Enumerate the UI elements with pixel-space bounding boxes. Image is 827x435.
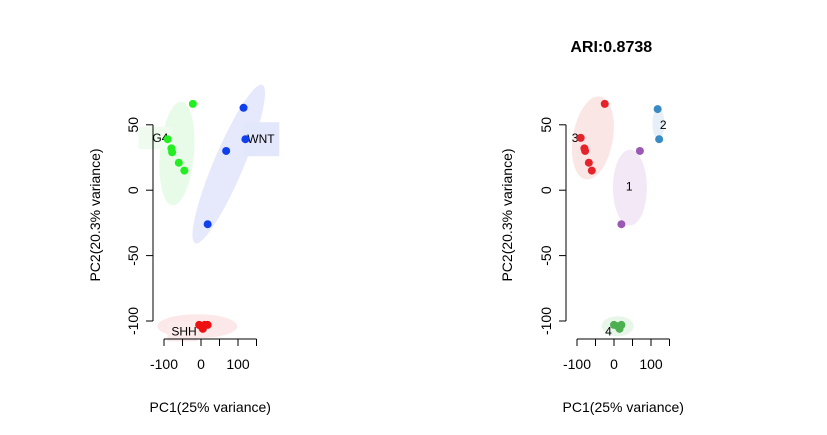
group-label-1: 1 [626,179,633,193]
chart-title: ARI:0.8738 [570,39,652,56]
data-point [581,146,590,155]
x-tick-label: 0 [610,356,618,372]
data-point [222,146,231,155]
group-label-box-SHH [167,321,198,342]
x-tick-label: -100 [563,356,591,372]
data-point [617,220,626,229]
data-point [203,220,212,229]
y-tick-label: 50 [538,117,554,133]
data-point [174,158,183,167]
y-axis: -100 -50 0 50 PC2(20.3% variance) [499,117,567,335]
x-axis: -100 0 100 PC1(25% variance) [563,338,684,415]
x-tick-label: 100 [226,356,250,372]
x-tick-label: 0 [197,356,205,372]
y-tick-label: -50 [538,245,554,265]
data-point [653,105,662,114]
group-label-4: 4 [605,324,612,338]
y-tick-label: -100 [125,307,141,335]
y-tick-label: 0 [538,186,554,194]
data-point [200,320,209,329]
group-label-WNT: WNT [247,132,275,146]
data-point [188,99,197,108]
group-ellipse-2 [652,107,665,140]
group-ellipse-G4 [159,101,195,206]
data-point [655,135,664,144]
x-axis: -100 0 100 PC1(25% variance) [150,338,271,415]
group-label-2: 2 [660,118,667,132]
data-point [600,99,609,108]
y-tick-label: -50 [125,245,141,265]
data-point [576,133,585,142]
group-label-box-G4 [138,126,173,149]
group-label-3: 3 [572,131,579,145]
data-point [635,146,644,155]
x-axis-label: PC1(25% variance) [563,399,684,415]
data-point [168,148,177,157]
group-label-SHH: SHH [171,324,196,338]
data-point [239,103,248,112]
y-tick-label: -100 [538,307,554,335]
x-tick-label: 100 [639,356,663,372]
x-axis-label: PC1(25% variance) [150,399,271,415]
y-axis-label: PC2(20.3% variance) [87,148,103,281]
group-ellipse-1 [612,149,647,226]
data-point [241,135,250,144]
y-tick-label: 0 [125,186,141,194]
data-point [587,166,596,175]
data-point [584,158,593,167]
x-tick-label: -100 [150,356,178,372]
y-axis-label: PC2(20.3% variance) [499,148,515,281]
data-point [180,166,189,175]
y-tick-label: 50 [125,117,141,133]
data-point [615,324,624,333]
group-ellipse-3 [571,96,614,180]
data-point [163,135,172,144]
y-axis: -100 -50 0 50 PC2(20.3% variance) [87,117,154,335]
